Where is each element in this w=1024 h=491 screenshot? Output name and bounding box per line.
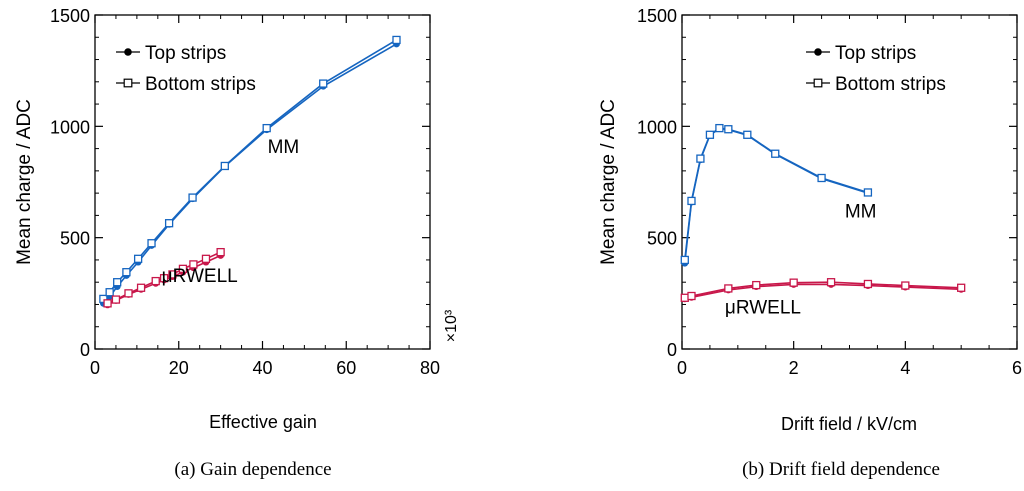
data-point-square <box>168 270 177 279</box>
y-axis-label-b: Mean charge / ADC <box>598 99 619 265</box>
x-tick-label: 4 <box>900 358 910 378</box>
legend-marker-square <box>813 78 823 88</box>
data-point-square <box>752 280 761 290</box>
panel-gain-dependence: 0 20 40 60 80 0 500 1000 1500 Top strips Bottom s… <box>14 6 460 480</box>
annotation-urwell-b: μRWELL <box>725 297 801 318</box>
data-point-square <box>188 193 197 202</box>
data-point-square <box>113 278 122 287</box>
data-point-square <box>705 130 715 139</box>
x-tick-label: 40 <box>252 358 272 378</box>
data-point-square <box>724 125 733 134</box>
x-axis-label-a: Effective gain <box>209 412 317 432</box>
data-point-square <box>826 278 836 287</box>
series-rwell-top <box>681 281 965 303</box>
data-point-square <box>789 278 798 287</box>
plot-frame-a <box>94 14 431 350</box>
axes-a: 0 20 40 60 80 0 500 1000 1500 <box>50 6 440 378</box>
legend-label: Top strips <box>835 43 916 64</box>
legend-label: Top strips <box>145 43 226 64</box>
y-tick-label: 0 <box>80 340 90 360</box>
data-point-square <box>771 149 780 158</box>
x-tick-label: 6 <box>1012 358 1022 378</box>
caption-b: (b) Drift field dependence <box>742 459 940 480</box>
series-mm-bottom <box>99 35 401 304</box>
data-point-square <box>687 196 696 206</box>
x-tick-label: 0 <box>677 358 687 378</box>
data-point-square <box>164 219 174 228</box>
x-axis-label-b: Drift field / kV/cm <box>781 414 917 434</box>
legend-marker-circle <box>124 48 132 56</box>
data-point-square <box>680 255 689 265</box>
data-point-square <box>133 254 143 263</box>
x-tick-label: 80 <box>420 358 440 378</box>
series-group-a <box>99 35 401 309</box>
legend-label: Bottom strips <box>145 74 256 95</box>
y-tick-label: 500 <box>60 229 90 249</box>
legend-marker-square <box>123 78 133 88</box>
legend-label: Bottom strips <box>835 74 946 95</box>
data-point-square <box>715 123 724 133</box>
data-point-square <box>724 284 733 293</box>
y-tick-label: 1500 <box>50 6 90 26</box>
series-mm-top <box>681 125 872 267</box>
data-point-square <box>901 281 910 290</box>
x-tick-label: 2 <box>789 358 799 378</box>
data-point-square <box>178 264 188 273</box>
axes-b: 0 2 4 6 0 500 1000 1500 <box>637 6 1022 378</box>
data-point-square <box>159 274 169 283</box>
data-point-square <box>105 288 114 297</box>
caption-a: (a) Gain dependence <box>174 459 331 480</box>
x-tick-label: 60 <box>336 358 356 378</box>
legend-b: Top strips Bottom strips <box>806 43 946 95</box>
annotation-urwell-a: μRWELL <box>162 266 238 287</box>
data-point-square <box>136 283 146 292</box>
data-point-square <box>189 260 198 269</box>
y-tick-label: 0 <box>667 340 677 360</box>
legend-marker-circle <box>814 48 822 56</box>
y-tick-label: 500 <box>647 229 677 249</box>
data-point-square <box>122 268 131 277</box>
data-point-square <box>319 79 328 88</box>
data-point-square <box>124 289 133 298</box>
data-point-square <box>99 294 108 304</box>
y-axis-label-a: Mean charge / ADC <box>14 99 35 265</box>
legend-a: Top strips Bottom strips <box>116 43 256 95</box>
data-point-square <box>817 173 826 183</box>
series-line <box>683 127 869 261</box>
data-point-square <box>151 276 160 286</box>
data-point-square <box>743 130 752 139</box>
data-point-square <box>111 295 121 304</box>
data-point-square <box>863 279 873 289</box>
data-point-square <box>262 123 271 133</box>
y-tick-label: 1000 <box>637 117 677 137</box>
y-tick-label: 1500 <box>637 6 677 26</box>
x-tick-label: 0 <box>90 358 100 378</box>
annotation-mm-b: MM <box>845 202 877 223</box>
data-point-square <box>220 161 229 171</box>
data-point-square <box>201 254 211 263</box>
series-group-b <box>680 123 966 303</box>
series-rwell-bottom <box>103 247 225 308</box>
x-tick-label: 20 <box>169 358 189 378</box>
annotation-mm-a: MM <box>268 137 300 158</box>
data-point-square <box>696 154 705 163</box>
series-rwell-bottom <box>680 278 966 302</box>
data-point-square <box>103 299 112 308</box>
x-axis-multiplier: ×10³ <box>443 309 460 342</box>
data-point-square <box>687 291 696 301</box>
y-tick-label: 1000 <box>50 117 90 137</box>
data-point-square <box>957 283 966 292</box>
data-point-square <box>147 239 156 248</box>
series-mm-bottom <box>680 123 873 265</box>
series-line <box>683 127 869 264</box>
panel-drift-field-dependence: 0 2 4 6 0 500 1000 1500 Top strips Bottom strips… <box>598 6 1022 480</box>
data-point-square <box>392 35 401 45</box>
data-point-square <box>680 293 689 302</box>
data-point-square <box>863 188 873 197</box>
data-point-square <box>216 247 225 257</box>
